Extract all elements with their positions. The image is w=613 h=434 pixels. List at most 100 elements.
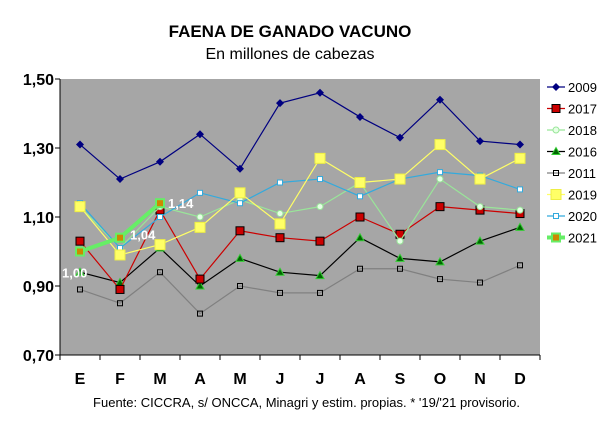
legend-marker-2019 — [550, 189, 562, 200]
point-2019 — [114, 249, 126, 261]
point-2021 — [75, 246, 85, 257]
legend-marker-2018 — [552, 126, 560, 134]
point-2019 — [274, 218, 286, 230]
series-line-2018 — [79, 178, 521, 249]
point-2016 — [355, 232, 365, 242]
point-2009 — [476, 137, 484, 146]
point-2019 — [314, 152, 326, 164]
legend-label-2018: 2018 — [568, 123, 597, 138]
point-2011 — [77, 286, 83, 293]
point-2009 — [156, 157, 164, 166]
legend-marker-2017 — [551, 104, 561, 113]
point-2021 — [155, 198, 165, 209]
point-2019 — [154, 239, 166, 251]
footnote: Fuente: CICCRA, s/ ONCCA, Minagri y esti… — [93, 395, 520, 410]
point-2016 — [435, 256, 445, 266]
x-tick-label: F — [115, 371, 125, 388]
point-2016 — [315, 270, 325, 280]
x-tick-label: D — [514, 371, 526, 388]
point-2011 — [277, 289, 283, 296]
point-2017 — [115, 284, 125, 294]
point-2017 — [75, 236, 85, 246]
point-2017 — [275, 233, 285, 243]
point-2009 — [436, 95, 444, 104]
point-2018 — [476, 203, 484, 211]
point-2016 — [195, 280, 205, 290]
point-2011 — [237, 283, 243, 289]
point-2016 — [275, 267, 285, 276]
point-2017 — [235, 226, 245, 236]
y-tick-label: 1,30 — [23, 141, 54, 158]
series-line-2011 — [79, 264, 521, 315]
point-2011 — [317, 289, 323, 296]
legend-label-2011: 2011 — [568, 166, 596, 181]
x-tick-label: E — [75, 371, 86, 388]
point-2009 — [76, 140, 84, 149]
series-line-2009 — [79, 92, 521, 180]
x-tick-label: M — [153, 371, 166, 388]
x-tick-label: S — [395, 371, 406, 388]
point-2020 — [317, 176, 323, 183]
point-2009 — [316, 88, 324, 97]
x-tick-label: J — [316, 371, 325, 388]
legend-label-2009: 2009 — [568, 80, 597, 95]
point-2011 — [477, 279, 483, 286]
legend-marker-2016 — [551, 146, 561, 155]
x-tick-label: N — [474, 371, 486, 388]
point-2016 — [515, 222, 525, 231]
legend-marker-2021 — [551, 232, 561, 243]
point-2018 — [196, 213, 204, 221]
point-2009 — [516, 140, 524, 149]
point-2011 — [157, 269, 163, 276]
point-2019 — [354, 177, 366, 188]
point-2020 — [197, 189, 203, 196]
point-2020 — [237, 200, 243, 207]
point-2009 — [276, 99, 284, 108]
point-2019 — [194, 221, 206, 233]
point-2020 — [277, 179, 283, 186]
data-label: 1,14 — [168, 196, 194, 211]
point-2011 — [437, 276, 443, 283]
legend-label-2017: 2017 — [568, 102, 597, 117]
legend-label-2019: 2019 — [568, 188, 597, 203]
legend-marker-2011 — [553, 170, 559, 176]
point-2019 — [434, 139, 446, 151]
point-2018 — [316, 203, 324, 211]
point-2011 — [197, 310, 203, 317]
point-2017 — [195, 274, 205, 284]
point-2018 — [436, 175, 444, 183]
point-2019 — [474, 173, 486, 185]
point-2016 — [235, 253, 245, 262]
point-2016 — [395, 253, 405, 262]
point-2018 — [396, 237, 404, 245]
legend-label-2021: 2021 — [568, 231, 597, 246]
data-label: 1,04 — [130, 228, 156, 243]
point-2011 — [357, 265, 363, 272]
x-tick-label: O — [434, 371, 446, 388]
legend-marker-2020 — [553, 213, 559, 219]
point-2017 — [355, 212, 365, 222]
point-2019 — [394, 173, 406, 185]
point-2009 — [396, 133, 404, 142]
point-2020 — [357, 193, 363, 200]
point-2019 — [514, 152, 526, 164]
y-tick-label: 1,10 — [23, 210, 54, 227]
legend-label-2016: 2016 — [568, 145, 597, 160]
point-2016 — [475, 236, 485, 245]
series-line-2016 — [79, 226, 521, 287]
series-line-2019 — [79, 143, 521, 256]
point-2016 — [75, 267, 85, 276]
point-2019 — [74, 201, 86, 213]
point-2019 — [234, 187, 246, 199]
point-2018 — [516, 206, 524, 214]
point-2020 — [157, 214, 163, 220]
chart-subtitle: En millones de cabezas — [205, 46, 375, 63]
x-tick-label: A — [354, 371, 366, 388]
point-2020 — [517, 186, 523, 193]
series-line-2017 — [79, 206, 521, 291]
point-2009 — [196, 130, 204, 139]
x-tick-label: J — [276, 371, 285, 388]
point-2017 — [315, 236, 325, 246]
